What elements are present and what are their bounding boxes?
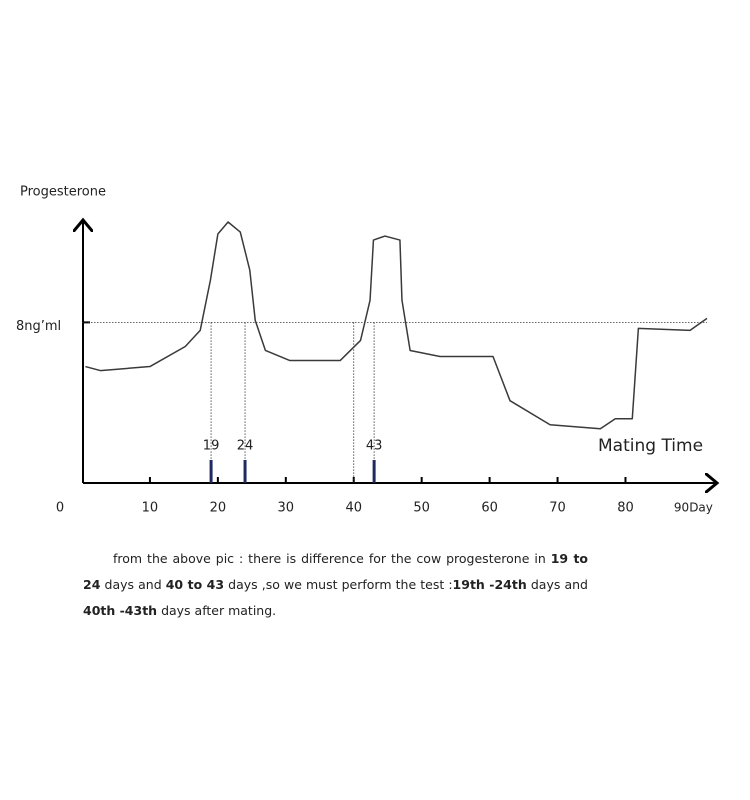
y-axis-label: Progesterone <box>20 185 106 200</box>
y-tick-label: 8ng’ml <box>16 319 61 334</box>
caption-text: 19th -24th <box>452 577 527 592</box>
x-tick-label: 40 <box>345 501 362 516</box>
x-tick-label: 90Day <box>674 501 713 515</box>
caption: from the above pic : there is difference… <box>83 546 588 624</box>
line-series <box>85 221 708 430</box>
caption-text: 19 to 24 <box>83 551 589 592</box>
caption-text: 40th -43th <box>83 603 158 618</box>
chart: Progesterone Mating Time 0 10 20 30 40 50 60 70… <box>16 185 750 516</box>
x-tick-label: 70 <box>549 501 566 516</box>
caption-text: days and <box>526 577 588 592</box>
caption-text: from the above pic : there is difference… <box>113 551 551 566</box>
x-tick-label: 10 <box>142 501 159 516</box>
x-tick-label: 20 <box>210 501 227 516</box>
caption-text: 40 to 43 <box>165 577 225 592</box>
x-tick-label: 0 <box>56 501 64 516</box>
x-tick-label: 30 <box>278 501 295 516</box>
mating-label: 43 <box>366 439 383 454</box>
caption-text: days after mating. <box>157 603 277 618</box>
caption-text: days and <box>100 577 166 592</box>
x-tick-label: 50 <box>413 501 430 516</box>
mating-label: 19 <box>203 439 220 454</box>
mating-label: 24 <box>237 439 254 454</box>
x-tick-label: 80 <box>617 501 634 516</box>
annotation: Mating Time <box>598 436 703 456</box>
caption-text: days ,so we must perform the test : <box>224 577 453 592</box>
x-tick-label: 60 <box>481 501 498 516</box>
